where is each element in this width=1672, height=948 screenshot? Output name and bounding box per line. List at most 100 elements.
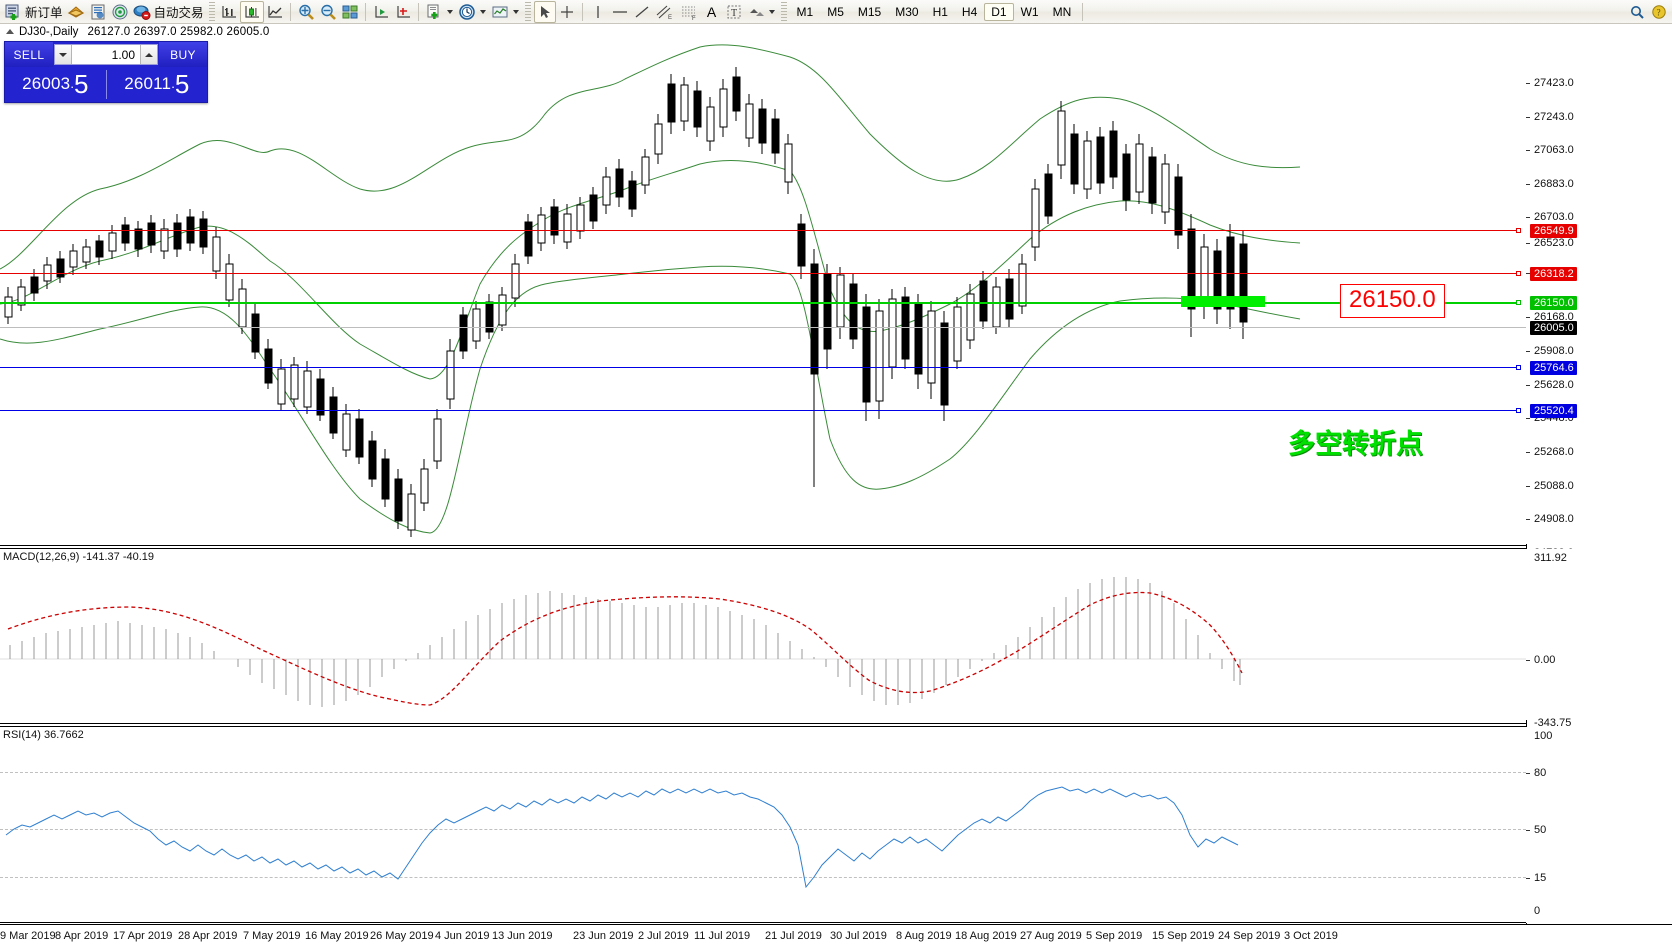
data-window-button[interactable]	[87, 1, 109, 23]
resistance-line-26549[interactable]	[0, 230, 1520, 231]
auto-trading-button[interactable]: 自动交易	[131, 1, 206, 23]
resistance-line-26549-anchor[interactable]	[1516, 228, 1521, 233]
timeframe-m15[interactable]: M15	[857, 4, 882, 19]
line-chart-button[interactable]	[264, 1, 286, 23]
pivot-highlight-segment[interactable]	[1181, 296, 1265, 307]
current-price-tag: 26005.0	[1530, 321, 1577, 335]
vertical-line-tool-button[interactable]	[587, 1, 609, 23]
autoscroll-button[interactable]	[392, 1, 414, 23]
resistance-line-26318-anchor[interactable]	[1516, 271, 1521, 276]
rsi-axis[interactable]: 100 80 50 15 0	[1526, 727, 1672, 923]
date-tick-label: 16 May 2019	[305, 930, 369, 942]
timeframe-mn[interactable]: MN	[1052, 4, 1072, 19]
price-label-box-26150[interactable]: 26150.0	[1340, 284, 1445, 318]
shift-start-button[interactable]	[370, 1, 392, 23]
period-button[interactable]	[456, 1, 478, 23]
one-click-trading-panel[interactable]: SELL 1.00 BUY 26003. 5 26011. 5	[4, 41, 208, 103]
macd-indicator-label[interactable]: MACD(12,26,9) -141.37 -40.19	[3, 551, 155, 563]
toolbar-grip-3[interactable]	[780, 1, 787, 22]
toolbar-separator-5	[1082, 2, 1084, 21]
price-axis[interactable]: 27423.0 27243.0 27063.0 26883.0 26703.0 …	[1526, 39, 1672, 559]
text-label-tool-button[interactable]: T	[723, 1, 745, 23]
pivot-tag-26150[interactable]: 26150.0	[1530, 296, 1577, 310]
volume-increase-button[interactable]	[140, 45, 157, 64]
chart-area[interactable]: 26150.0 多空转折点 27423.0 27243.0 27063.0 26…	[0, 39, 1672, 924]
fibonacci-tool-button[interactable]: F	[677, 1, 701, 23]
date-tick-label: 23 Jun 2019	[573, 930, 634, 942]
bar-chart-button[interactable]	[218, 1, 240, 23]
new-order-button[interactable]: 新订单	[2, 1, 65, 23]
support-line-25520-anchor[interactable]	[1516, 408, 1521, 413]
expert-advisors-button[interactable]	[65, 1, 87, 23]
macd-axis[interactable]: 311.92 0.00 -343.75	[1526, 549, 1672, 729]
resistance-tag-26318[interactable]: 26318.2	[1530, 267, 1577, 281]
shapes-icon	[749, 8, 764, 16]
volume-field[interactable]: 1.00	[54, 44, 158, 65]
search-button[interactable]	[1626, 1, 1648, 23]
period-dropdown-arrow[interactable]	[478, 2, 489, 22]
shapes-tool-button[interactable]	[745, 1, 767, 23]
equidistant-channel-tool-button[interactable]: E	[653, 1, 677, 23]
cursor-tool-button[interactable]	[533, 0, 556, 23]
horizontal-line-tool-button[interactable]	[609, 1, 631, 23]
shapes-dropdown-arrow[interactable]	[767, 2, 778, 22]
timeframe-m5[interactable]: M5	[827, 4, 844, 19]
timeframe-d1[interactable]: D1	[984, 2, 1014, 21]
macd-pane[interactable]: MACD(12,26,9) -141.37 -40.19	[0, 549, 1526, 720]
timeframe-w1[interactable]: W1	[1020, 4, 1039, 19]
timeframe-m30[interactable]: M30	[895, 4, 919, 19]
price-tick: 26523.0	[1526, 237, 1574, 249]
zoom-out-icon	[320, 4, 336, 20]
new-chart-button[interactable]	[423, 1, 445, 23]
resistance-line-26318[interactable]	[0, 273, 1520, 274]
buy-button[interactable]: BUY	[159, 42, 207, 67]
support-line-25764[interactable]	[0, 367, 1520, 368]
price-tick-label: 26703.0	[1534, 211, 1574, 223]
timeframe-h1[interactable]: H1	[932, 4, 948, 19]
zoom-in-button[interactable]	[295, 1, 317, 23]
help-button[interactable]: ?	[1648, 1, 1670, 23]
chevron-up-icon	[145, 52, 153, 57]
resistance-tag-26549[interactable]: 26549.9	[1530, 224, 1577, 238]
timeframe-m1[interactable]: M1	[796, 4, 814, 19]
price-pane[interactable]: 26150.0 多空转折点	[0, 39, 1526, 544]
chinese-annotation[interactable]: 多空转折点	[1288, 429, 1423, 460]
volume-decrease-button[interactable]	[55, 45, 72, 64]
rsi-pane[interactable]: RSI(14) 36.7662	[0, 727, 1526, 923]
tile-windows-button[interactable]	[339, 1, 361, 23]
candlestick-chart-button[interactable]	[239, 0, 264, 23]
rsi-indicator-label[interactable]: RSI(14) 36.7662	[3, 729, 84, 741]
support-tag-25764[interactable]: 25764.6	[1530, 361, 1577, 375]
date-tick-label: 5 Sep 2019	[1086, 930, 1143, 942]
support-line-25764-anchor[interactable]	[1516, 365, 1521, 370]
toolbar-grip[interactable]	[208, 1, 215, 22]
support-tag-25520[interactable]: 25520.4	[1530, 404, 1577, 418]
text-tool-button[interactable]: A	[701, 1, 723, 23]
crosshair-tool-button[interactable]	[556, 1, 578, 23]
new-chart-icon	[427, 4, 439, 19]
templates-button[interactable]	[489, 1, 511, 23]
date-tick-label: 24 Sep 2019	[1218, 930, 1281, 942]
date-tick-label: 18 Aug 2019	[955, 930, 1017, 942]
cursor-icon	[540, 5, 550, 18]
new-chart-dropdown-arrow[interactable]	[445, 2, 456, 22]
date-tick-label: 8 Aug 2019	[896, 930, 952, 942]
trendline-tool-button[interactable]	[631, 1, 653, 23]
collapse-triangle-icon[interactable]	[6, 29, 14, 34]
support-line-25520[interactable]	[0, 410, 1520, 411]
toolbar-grip-2[interactable]	[524, 1, 531, 22]
templates-dropdown-arrow[interactable]	[511, 2, 522, 22]
rsi-tick: 15	[1526, 872, 1546, 884]
pivot-line-26150-anchor[interactable]	[1516, 300, 1521, 305]
pivot-line-26150[interactable]	[0, 302, 1520, 304]
sell-price-dot: .	[70, 76, 74, 91]
timeframe-h4[interactable]: H4	[961, 4, 978, 19]
sell-button[interactable]: SELL	[5, 42, 53, 67]
sell-price[interactable]: 26003. 5	[5, 67, 106, 102]
buy-price[interactable]: 26011. 5	[107, 67, 208, 102]
signals-button[interactable]	[109, 1, 131, 23]
date-axis[interactable]: 9 Mar 2019 8 Apr 2019 17 Apr 2019 28 Apr…	[0, 924, 1672, 948]
trade-panel-divider	[105, 70, 107, 99]
zoom-out-button[interactable]	[317, 1, 339, 23]
volume-value[interactable]: 1.00	[111, 47, 135, 62]
